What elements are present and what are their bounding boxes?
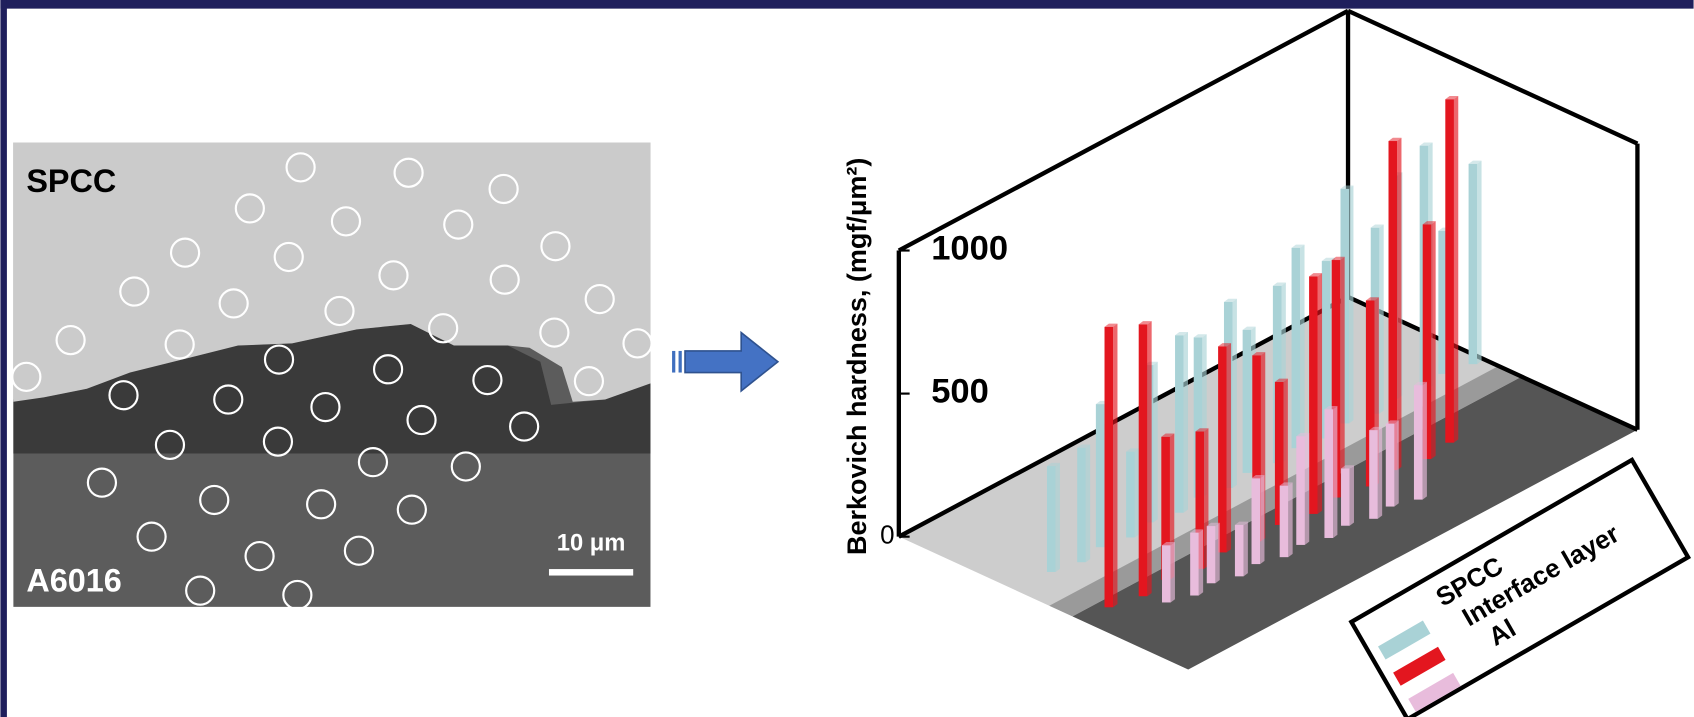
bar-side bbox=[1379, 224, 1383, 413]
bar bbox=[1126, 452, 1135, 538]
bar-side bbox=[1199, 529, 1203, 595]
bar-side bbox=[1147, 321, 1151, 596]
box-edge bbox=[899, 11, 1348, 251]
bar-side bbox=[1288, 482, 1292, 557]
box-edge bbox=[1348, 11, 1637, 144]
bar-side bbox=[1113, 324, 1117, 608]
bar-side bbox=[1153, 362, 1157, 523]
bar-side bbox=[1135, 448, 1139, 537]
scale-bar-label: 10 μm bbox=[557, 530, 626, 557]
y-tick-label: 500 bbox=[931, 373, 989, 411]
bar-side bbox=[1244, 522, 1248, 577]
top-band bbox=[0, 0, 1693, 9]
bar bbox=[1235, 525, 1244, 577]
bar-side bbox=[1233, 299, 1237, 488]
bar bbox=[1369, 430, 1378, 519]
bar-side bbox=[1423, 382, 1427, 500]
micrograph: SPCC A6016 10 μm bbox=[12, 143, 651, 609]
bar-side bbox=[1477, 161, 1481, 365]
bar-side bbox=[1171, 542, 1175, 602]
y-tick-label: 1000 bbox=[931, 230, 1008, 268]
bar-side bbox=[1300, 245, 1304, 449]
bar-side bbox=[1454, 96, 1458, 443]
chart: Berkovich hardness, (mgf/μm²) 05001000SP… bbox=[842, 11, 1688, 717]
bar bbox=[1280, 486, 1289, 558]
bar bbox=[1324, 409, 1333, 538]
bar-side bbox=[1378, 427, 1382, 519]
bar-side bbox=[1227, 343, 1231, 552]
y-axis-label: Berkovich hardness, (mgf/μm²) bbox=[842, 158, 872, 555]
bar-side bbox=[1260, 475, 1264, 564]
bar bbox=[1414, 385, 1423, 499]
bar bbox=[1218, 346, 1227, 552]
bar bbox=[1243, 330, 1252, 473]
bar bbox=[1309, 276, 1318, 514]
bar bbox=[1386, 424, 1395, 507]
bar bbox=[1162, 545, 1171, 602]
bar bbox=[1190, 533, 1199, 596]
bar bbox=[1175, 335, 1184, 512]
bar bbox=[1077, 448, 1086, 562]
left-band bbox=[0, 0, 6, 717]
bar-side bbox=[1184, 332, 1188, 513]
bar-side bbox=[1056, 463, 1060, 572]
bar-side bbox=[1086, 445, 1090, 563]
bar-side bbox=[1431, 221, 1435, 459]
bar bbox=[1207, 526, 1216, 583]
bar-side bbox=[1305, 433, 1309, 545]
bar-side bbox=[1318, 273, 1322, 514]
bar bbox=[1341, 468, 1350, 525]
slide: SPCC A6016 10 μm Berkovich hardness, (mg… bbox=[0, 0, 1694, 717]
bar-side bbox=[1340, 257, 1344, 498]
page: SPCC A6016 10 μm Berkovich hardness, (mg… bbox=[0, 0, 1694, 717]
micrograph-label: SPCC bbox=[26, 163, 116, 199]
bar-side bbox=[1394, 420, 1398, 506]
bar bbox=[1445, 99, 1454, 442]
bar-side bbox=[1333, 406, 1337, 538]
bar bbox=[1292, 248, 1301, 448]
micrograph-label: A6016 bbox=[26, 563, 121, 599]
bar bbox=[1139, 324, 1148, 596]
bar bbox=[1252, 478, 1261, 564]
bar-side bbox=[1397, 138, 1401, 470]
bar-side bbox=[1349, 186, 1353, 424]
bar bbox=[1296, 436, 1305, 545]
bar bbox=[1105, 327, 1114, 607]
y-tick-label: 0 bbox=[880, 522, 894, 550]
bar bbox=[1047, 466, 1056, 572]
bar-side bbox=[1215, 523, 1219, 583]
bar bbox=[1096, 404, 1105, 547]
bar bbox=[1469, 164, 1478, 364]
scale-bar bbox=[549, 569, 633, 575]
bar-side bbox=[1350, 465, 1354, 525]
arrow bbox=[672, 333, 778, 391]
